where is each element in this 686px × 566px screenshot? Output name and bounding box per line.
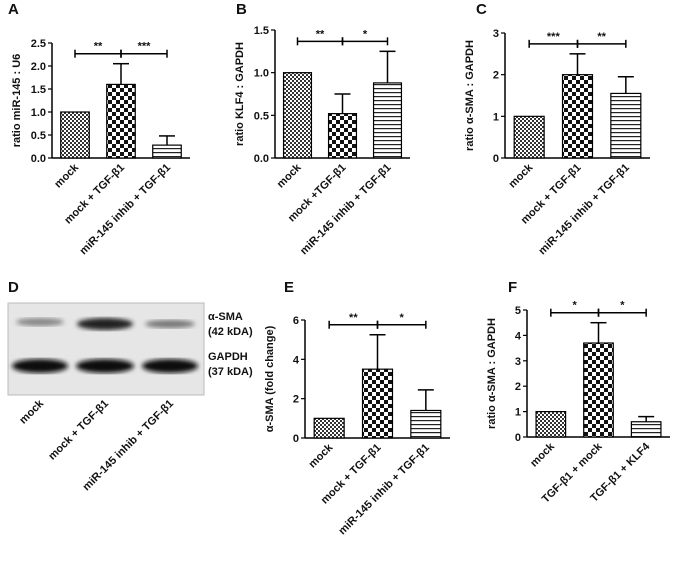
y-tick-label: 4: [293, 354, 300, 366]
y-tick-label: 0: [293, 433, 299, 445]
y-tick-label: 0: [493, 153, 499, 165]
x-tick-label: mock: [52, 161, 81, 190]
panel-letter: F: [508, 279, 517, 296]
bar: [583, 342, 614, 438]
significance-label: **: [597, 31, 606, 43]
y-axis-label: ratio miR-145 : U6: [11, 54, 23, 148]
y-tick-label: 2.5: [31, 38, 46, 50]
bar: [361, 368, 394, 439]
y-tick-label: 1.5: [254, 25, 269, 37]
bar: [561, 74, 594, 159]
y-tick-label: 6: [293, 315, 299, 327]
x-tick-label: miR-145 inhib + TGF-β1: [536, 162, 632, 258]
band-label: (42 kDA): [208, 326, 253, 338]
y-tick-label: 0.0: [31, 153, 46, 165]
band-label: GAPDH: [208, 351, 248, 363]
bar: [282, 72, 313, 159]
significance-label: ***: [138, 41, 152, 53]
bar: [106, 83, 136, 159]
y-tick-label: 3: [515, 356, 521, 368]
significance-label: **: [316, 28, 325, 40]
significance-label: *: [573, 300, 578, 312]
bar: [535, 411, 567, 438]
y-tick-label: 1.0: [254, 68, 269, 80]
bar: [372, 82, 403, 159]
y-tick-label: 0.0: [254, 153, 269, 165]
y-tick-label: 4: [515, 330, 522, 342]
band-label: α-SMA: [208, 311, 243, 323]
bar: [313, 417, 345, 439]
lane-label: mock + TGF-β1: [46, 398, 111, 463]
y-tick-label: 1.5: [31, 84, 46, 96]
panel-letter: C: [476, 1, 487, 18]
x-tick-label: miR-145 inhib + TGF-β1: [298, 162, 394, 258]
y-tick-label: 1: [515, 407, 521, 419]
significance-label: *: [400, 312, 405, 324]
panel-letter: A: [8, 1, 19, 18]
significance-label: ***: [547, 31, 561, 43]
y-axis-label: α-SMA (fold change): [264, 325, 276, 432]
lane-label: mock: [17, 397, 46, 426]
x-tick-label: mock: [528, 440, 557, 469]
panel-letter: E: [284, 279, 294, 296]
x-tick-label: miR-145 inhib + TGF-β1: [78, 162, 174, 258]
significance-label: *: [363, 28, 368, 40]
y-tick-label: 2: [293, 394, 299, 406]
panel-letter: D: [8, 279, 19, 296]
panel-letter: B: [236, 1, 247, 18]
significance-label: **: [349, 312, 358, 324]
significance-label: **: [94, 41, 103, 53]
y-tick-label: 0.5: [31, 130, 46, 142]
x-tick-label: miR-145 inhib + TGF-β1: [336, 442, 432, 538]
bar: [152, 144, 182, 159]
y-axis-label: ratio KLF4 : GAPDH: [234, 42, 246, 146]
bar: [513, 115, 545, 159]
x-tick-label: mock: [306, 441, 335, 470]
band-label: (37 kDA): [208, 366, 253, 378]
y-tick-label: 3: [493, 28, 499, 40]
y-axis-label: ratio α-SMA : GAPDH: [464, 40, 476, 151]
bar: [610, 92, 642, 159]
bar: [630, 421, 662, 438]
y-tick-label: 0: [515, 432, 521, 444]
x-tick-label: mock: [506, 161, 535, 190]
bar: [327, 113, 358, 159]
y-tick-label: 2: [515, 381, 521, 393]
y-axis-label: ratio α-SMA : GAPDH: [486, 318, 498, 429]
y-tick-label: 1.0: [31, 107, 46, 119]
blot-image: [7, 302, 205, 396]
y-tick-label: 5: [515, 305, 521, 317]
significance-label: *: [620, 300, 625, 312]
y-tick-label: 0.5: [254, 110, 269, 122]
bar: [60, 111, 90, 159]
y-tick-label: 2: [493, 70, 499, 82]
x-tick-label: mock: [275, 161, 304, 190]
bar: [410, 409, 442, 439]
y-tick-label: 1: [493, 111, 499, 123]
y-tick-label: 2.0: [31, 61, 46, 73]
